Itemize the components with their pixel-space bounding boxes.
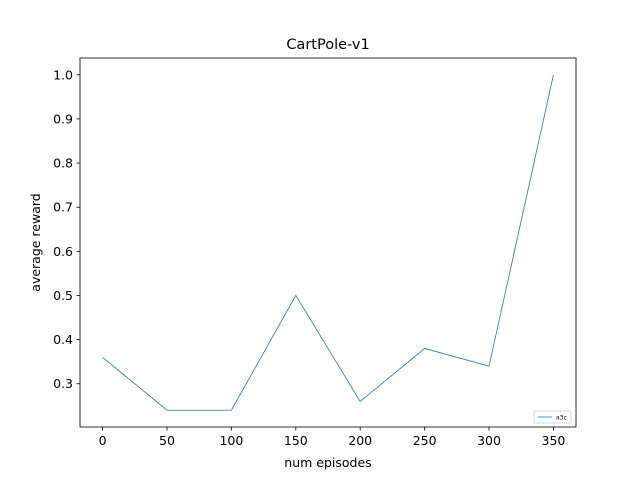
x-tick-label: 200 bbox=[348, 433, 372, 448]
y-tick-label: 0.9 bbox=[53, 111, 73, 126]
series-layer bbox=[102, 74, 554, 411]
legend-box bbox=[533, 410, 572, 424]
y-tick-label: 0.7 bbox=[53, 200, 73, 215]
x-axis: 0 50 100 150 200 250 300 350 bbox=[99, 427, 566, 448]
x-tick-label: 50 bbox=[159, 433, 175, 448]
x-axis-label: num episodes bbox=[284, 455, 371, 470]
legend: a3c bbox=[533, 410, 572, 424]
x-tick-label: 0 bbox=[99, 433, 107, 448]
y-tick-label: 0.5 bbox=[53, 288, 73, 303]
x-tick-label: 100 bbox=[219, 433, 243, 448]
chart-title: CartPole-v1 bbox=[286, 37, 369, 53]
axes-frame bbox=[79, 57, 577, 428]
x-tick-label: 150 bbox=[284, 433, 308, 448]
y-tick-label: 0.3 bbox=[53, 376, 73, 391]
y-tick-label: 0.4 bbox=[53, 332, 73, 347]
x-tick-label: 350 bbox=[542, 433, 566, 448]
y-tick-label: 0.6 bbox=[53, 244, 73, 259]
x-tick-label: 300 bbox=[477, 433, 501, 448]
y-tick-label: 0.8 bbox=[53, 156, 73, 171]
plot-area: 0 50 100 150 200 250 300 350 0.3 0.4 0.5 0.6 0.7 0.8… bbox=[53, 57, 577, 448]
x-tick-label: 250 bbox=[413, 433, 437, 448]
y-axis-label: average reward bbox=[28, 193, 43, 291]
y-axis: 0.3 0.4 0.5 0.6 0.7 0.8 0.9 1.0 bbox=[53, 67, 80, 391]
series-line-a3c bbox=[102, 74, 554, 411]
y-tick-label: 1.0 bbox=[53, 67, 73, 82]
legend-label-a3c: a3c bbox=[556, 414, 567, 421]
